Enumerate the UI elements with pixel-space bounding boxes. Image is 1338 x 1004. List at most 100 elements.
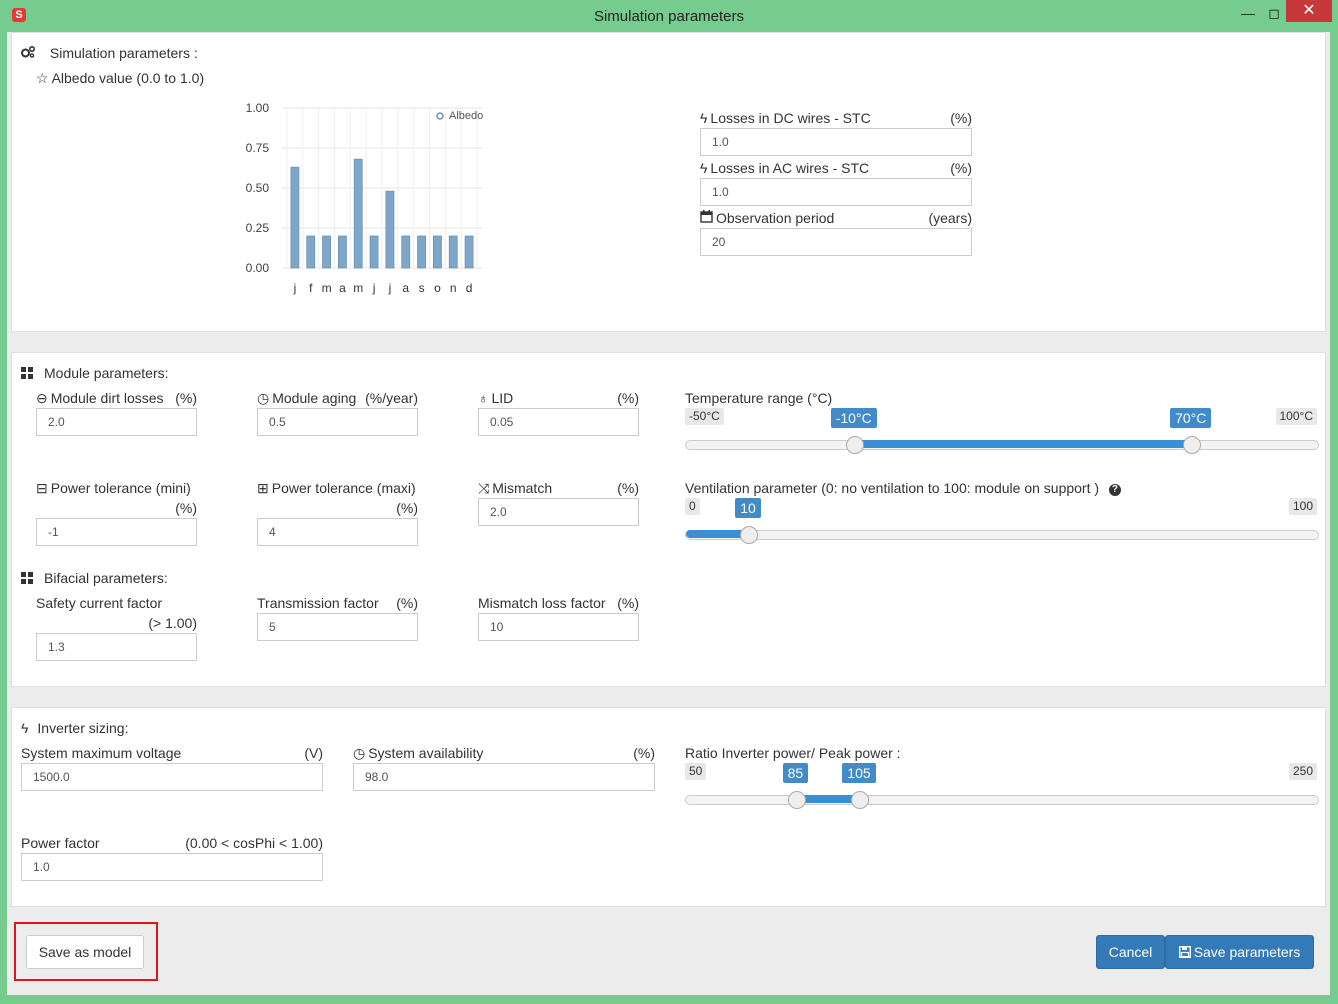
tol-min-label: ⊟ Power tolerance (mini): [36, 480, 191, 497]
x-tick-label: j: [372, 281, 376, 295]
y-tick-label: 0.00: [246, 261, 270, 275]
temperature-slider[interactable]: [685, 436, 1319, 454]
grid-icon: [21, 572, 33, 584]
simulation-panel: Simulation parameters : ☆ Albedo value (0…: [11, 32, 1326, 332]
mismatch-input[interactable]: 2.0: [478, 498, 639, 526]
x-tick-label: a: [339, 281, 346, 295]
ventilation-label: Ventilation parameter (0: no ventilation…: [685, 480, 1121, 496]
minus-square-icon: ⊟: [36, 480, 48, 496]
highlight-box: [14, 922, 158, 981]
inverter-title-text: Inverter sizing:: [37, 720, 129, 736]
bolt-icon: ϟ: [700, 110, 708, 126]
bar: [369, 235, 379, 269]
x-tick-label: d: [466, 281, 473, 295]
lightbulb-icon: ♁: [478, 390, 489, 406]
x-tick-label: a: [402, 281, 409, 295]
title-bar[interactable]: S Simulation parameters — ◻ ✕: [0, 0, 1338, 32]
ratio-high-handle[interactable]: [850, 791, 869, 809]
x-tick-label: j: [293, 281, 297, 295]
bolt-icon: ϟ: [21, 720, 29, 736]
y-tick-label: 0.75: [246, 141, 270, 155]
safety-unit: (> 1.00): [148, 615, 197, 631]
save-parameters-button[interactable]: Save parameters: [1165, 935, 1314, 969]
ventilation-value: 10: [735, 498, 761, 518]
availability-label: ◷ System availability: [353, 745, 483, 762]
ventilation-max-chip: 100: [1288, 498, 1317, 515]
bifacial-title-text: Bifacial parameters:: [44, 570, 168, 586]
y-tick-label: 0.25: [246, 221, 270, 235]
gears-icon: [21, 45, 36, 61]
temperature-min-chip: -50°C: [685, 408, 724, 425]
losses-ac-input[interactable]: 1.0: [700, 178, 972, 206]
close-button[interactable]: ✕: [1286, 0, 1332, 22]
bar: [322, 235, 331, 269]
ratio-slider-fill: [796, 795, 860, 803]
losses-dc-input[interactable]: 1.0: [700, 128, 972, 156]
bar: [448, 235, 458, 269]
max-voltage-input[interactable]: 1500.0: [21, 763, 323, 791]
ventilation-slider[interactable]: [685, 526, 1319, 544]
power-factor-unit: (0.00 < cosPhi < 1.00): [185, 835, 323, 851]
transmission-input[interactable]: 5: [257, 613, 418, 641]
maximize-button[interactable]: ◻: [1268, 5, 1280, 21]
ratio-low-handle[interactable]: [787, 791, 806, 809]
losses-dc-unit: (%): [950, 110, 972, 126]
ventilation-handle[interactable]: [740, 526, 759, 544]
mismatch-label-text: Mismatch: [492, 480, 553, 496]
x-tick-label: m: [322, 281, 332, 295]
help-icon[interactable]: ?: [1108, 484, 1121, 496]
bar: [338, 235, 347, 269]
power-factor-input[interactable]: 1.0: [21, 853, 323, 881]
ratio-slider[interactable]: [685, 791, 1319, 809]
temperature-label: Temperature range (°C): [685, 390, 833, 406]
window-title: Simulation parameters: [593, 8, 745, 25]
grid-icon: [21, 367, 33, 379]
observation-input[interactable]: 20: [700, 228, 972, 256]
observation-label: Observation period: [700, 210, 834, 226]
tol-min-label-text: Power tolerance (mini): [50, 480, 191, 496]
x-tick-label: m: [353, 281, 363, 295]
lid-input[interactable]: 0.05: [478, 408, 639, 436]
plus-square-icon: ⊞: [257, 480, 269, 496]
minimize-button[interactable]: —: [1241, 5, 1255, 21]
temperature-low-handle[interactable]: [845, 436, 864, 454]
module-title: Module parameters:: [21, 365, 169, 381]
temperature-slider-fill: [854, 440, 1192, 448]
safety-input[interactable]: 1.3: [36, 633, 197, 661]
dirt-label: ⊖ Module dirt losses: [36, 390, 164, 407]
ventilation-min-chip: 0: [685, 498, 700, 515]
observation-label-text: Observation period: [716, 210, 835, 226]
transmission-label: Transmission factor: [257, 595, 379, 611]
ratio-max-chip: 250: [1288, 763, 1317, 780]
aging-label: ◷ Module aging: [257, 390, 356, 407]
mismatch-loss-label: Mismatch loss factor: [478, 595, 606, 611]
x-tick-label: n: [450, 281, 457, 295]
inverter-title: ϟ Inverter sizing:: [21, 720, 128, 736]
tol-max-label: ⊞ Power tolerance (maxi): [257, 480, 416, 497]
calendar-icon: [700, 210, 713, 226]
save-as-model-button[interactable]: Save as model: [26, 935, 144, 969]
ratio-high-value: 105: [842, 763, 876, 783]
temperature-max-chip: 100°C: [1275, 408, 1317, 425]
bar: [306, 235, 316, 269]
cancel-button[interactable]: Cancel: [1096, 935, 1165, 969]
dirt-input[interactable]: 2.0: [36, 408, 197, 436]
shuffle-icon: ⤨: [478, 480, 490, 496]
availability-label-text: System availability: [368, 745, 484, 761]
simulation-title-text: Simulation parameters :: [49, 45, 198, 61]
ventilation-slider-fill: [686, 530, 750, 538]
tol-max-input[interactable]: 4: [257, 518, 418, 546]
tol-max-label-text: Power tolerance (maxi): [271, 480, 416, 496]
losses-ac-unit: (%): [950, 160, 972, 176]
ventilation-label-text: Ventilation parameter (0: no ventilation…: [685, 480, 1100, 496]
y-tick-label: 0.50: [246, 181, 270, 195]
availability-input[interactable]: 98.0: [353, 763, 655, 791]
mismatch-loss-input[interactable]: 10: [478, 613, 639, 641]
bar: [290, 166, 300, 269]
temperature-high-handle[interactable]: [1182, 436, 1201, 454]
ratio-low-value: 85: [782, 763, 809, 783]
aging-input[interactable]: 0.5: [257, 408, 418, 436]
legend-marker: [436, 112, 444, 120]
tol-min-input[interactable]: -1: [36, 518, 197, 546]
